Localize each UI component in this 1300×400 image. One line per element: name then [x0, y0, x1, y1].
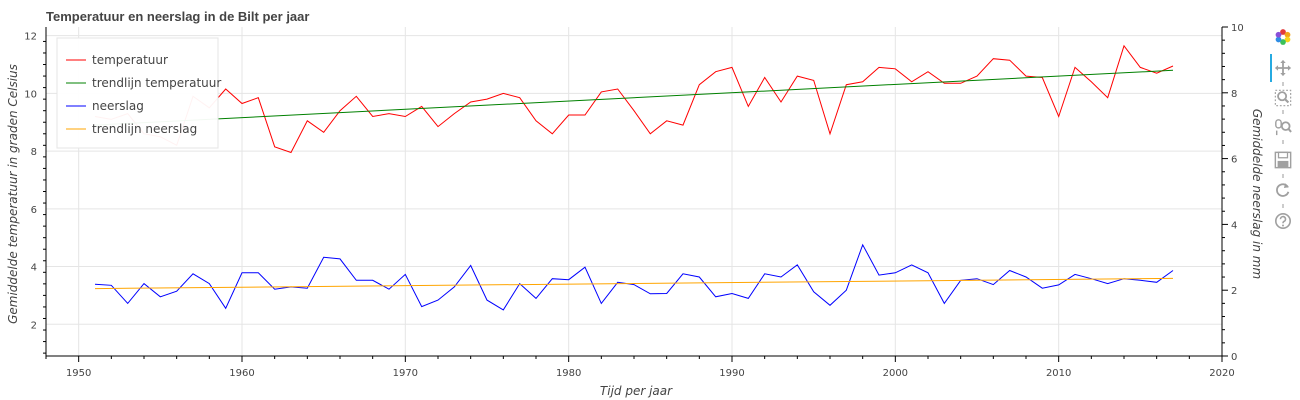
y-left-tick-label: 8	[31, 147, 37, 158]
y-left-tick-label: 12	[24, 32, 37, 43]
y-right-tick-label: 0	[1231, 352, 1237, 363]
x-tick-label: 2020	[1209, 368, 1234, 379]
toolbar-divider	[1282, 82, 1284, 86]
y-right-tick-label: 6	[1231, 155, 1237, 166]
series-line-neerslag	[94, 243, 1174, 311]
y-right-tick-label: 2	[1231, 286, 1237, 297]
save-icon[interactable]	[1274, 151, 1292, 169]
legend-label-trendlijn-temperatuur[interactable]: trendlijn temperatuur	[92, 76, 221, 90]
x-tick-label: 1950	[66, 368, 91, 379]
y-left-tick-label: 10	[24, 89, 37, 100]
y-axis-left-label: Gemiddelde temperatuur in graden Celsius	[6, 64, 20, 324]
toolbar-divider	[1282, 204, 1284, 208]
x-tick-label: 1990	[719, 368, 744, 379]
active-tool-indicator	[1270, 54, 1272, 82]
legend-label-neerslag[interactable]: neerslag	[92, 99, 144, 113]
legend-box	[56, 37, 219, 149]
bokeh-logo-icon[interactable]	[1274, 28, 1292, 46]
y-left-tick-label: 6	[31, 205, 37, 216]
y-left-tick-label: 4	[31, 263, 37, 274]
series-line-trendlijn-neerslag	[94, 277, 1174, 290]
x-tick-label: 2000	[883, 368, 908, 379]
series-line-trendlijn-temperatuur	[94, 69, 1174, 126]
series	[94, 44, 1174, 311]
toolbar-divider	[1282, 140, 1284, 144]
legend[interactable]: temperatuur trendlijn temperatuur neerslag…	[56, 37, 221, 149]
chart-title: Temperatuur en neerslag in de Bilt per j…	[46, 9, 309, 24]
toolbar	[1266, 26, 1300, 236]
y-left-tick-label: 2	[31, 320, 37, 331]
toolbar-divider	[1282, 174, 1284, 178]
reset-icon[interactable]	[1274, 181, 1292, 199]
x-tick-label: 1970	[393, 368, 418, 379]
toolbar-divider	[1282, 110, 1284, 114]
y-right-tick-label: 8	[1231, 89, 1237, 100]
grid	[46, 27, 1222, 356]
box-zoom-icon[interactable]	[1274, 89, 1292, 107]
help-icon[interactable]	[1274, 212, 1292, 230]
x-tick-label: 1960	[229, 368, 254, 379]
x-axis-label: Tijd per jaar	[600, 384, 673, 398]
axes: 1950 1960 1970 1980 1990 2000 2010 202024681012…	[24, 23, 1243, 379]
legend-label-trendlijn-neerslag[interactable]: trendlijn neerslag	[92, 122, 197, 136]
wheel-zoom-icon[interactable]	[1274, 118, 1292, 136]
y-right-tick-label: 4	[1231, 220, 1237, 231]
y-right-tick-label: 10	[1231, 23, 1244, 34]
series-line-temperatuur	[94, 44, 1174, 154]
x-tick-label: 2010	[1046, 368, 1071, 379]
x-tick-label: 1980	[556, 368, 581, 379]
pan-icon[interactable]	[1274, 59, 1292, 77]
legend-label-temperatuur[interactable]: temperatuur	[92, 53, 168, 67]
y-axis-right-label: Gemiddelde neerslag in mm	[1250, 109, 1264, 279]
